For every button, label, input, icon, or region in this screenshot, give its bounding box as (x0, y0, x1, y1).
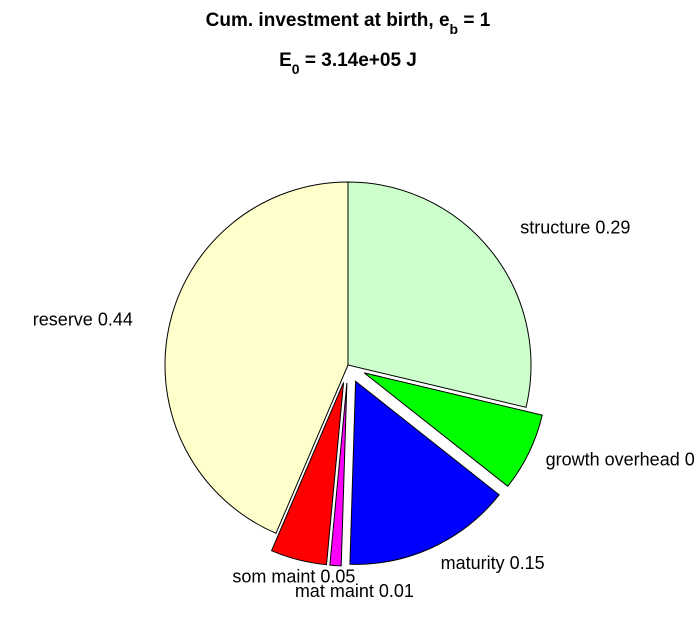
pie-slice (164, 181, 349, 534)
pie-slice (349, 380, 500, 565)
slice-label: structure 0.29 (520, 218, 630, 238)
slice-label: reserve 0.44 (33, 310, 133, 330)
title-part: Cum. investment at birth, e (206, 10, 450, 31)
slice-label: growth overhead 0.07 (546, 449, 696, 469)
pie-slice (347, 181, 532, 408)
title-subscript: b (450, 21, 459, 37)
slice-label: som maint 0.05 (232, 567, 355, 587)
slice-label: mat maint 0.01 (295, 581, 414, 601)
title-part: = 1 (458, 10, 491, 31)
subtitle-subscript: 0 (292, 61, 300, 77)
pie-slice (270, 382, 345, 566)
subtitle-part: E (279, 50, 292, 71)
subtitle-part: = 3.14e+05 J (300, 50, 417, 71)
pie-slice (329, 382, 348, 567)
chart-subtitle: E0 = 3.14e+05 J (279, 50, 417, 77)
pie-slice (363, 372, 543, 488)
slice-label: maturity 0.15 (441, 553, 545, 573)
chart-title: Cum. investment at birth, eb = 1 (206, 10, 491, 37)
